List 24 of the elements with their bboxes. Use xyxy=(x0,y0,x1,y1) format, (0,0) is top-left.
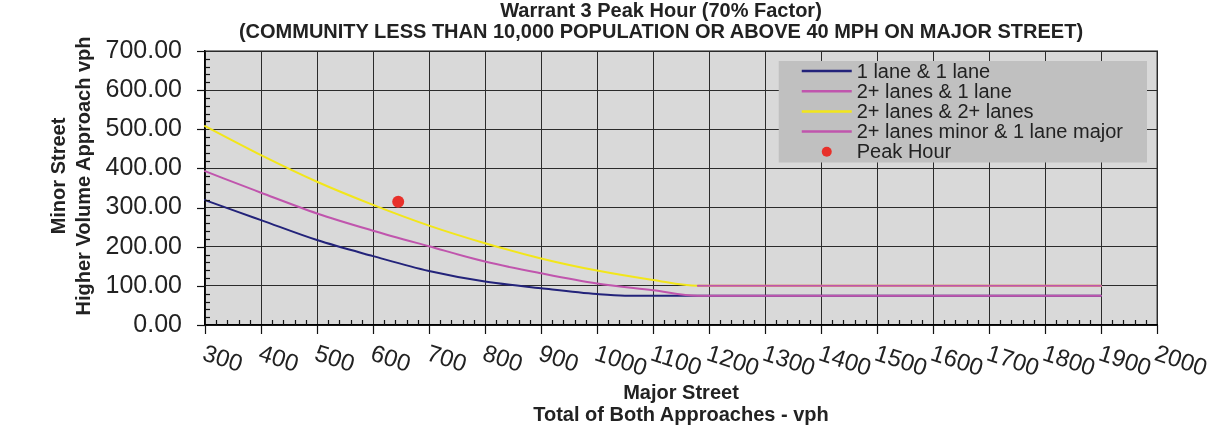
legend-label: 2+ lanes & 1 lane xyxy=(856,79,1012,102)
x-tick-label: 300 xyxy=(199,338,247,377)
legend-label: 1 lane & 1 lane xyxy=(856,59,991,82)
x-tick-label: 600 xyxy=(367,338,415,377)
chart-title: Warrant 3 Peak Hour (70% Factor) xyxy=(500,0,822,21)
y-tick-label: 0.00 xyxy=(133,308,182,337)
y-tick-label: 400.00 xyxy=(105,152,182,181)
legend-label: 2+ lanes & 2+ lanes xyxy=(856,99,1034,122)
legend-label: Peak Hour xyxy=(856,140,952,163)
y-tick-label: 500.00 xyxy=(105,113,182,142)
y-tick-label: 300.00 xyxy=(105,191,182,220)
y-axis-title: Minor Street Higher Volume Approach vph xyxy=(46,36,94,316)
x-tick-label: 400 xyxy=(255,338,303,377)
y-tick-label: 200.00 xyxy=(105,230,182,259)
x-tick-label: 700 xyxy=(423,338,471,377)
x-axis-title: Major Street Total of Both Approaches - vph xyxy=(533,380,829,425)
x-tick-label: 500 xyxy=(311,338,359,377)
x-tick-label: 800 xyxy=(479,338,527,377)
line-series xyxy=(204,170,1102,297)
y-tick-label: 100.00 xyxy=(105,269,182,298)
y-tick-label: 700.00 xyxy=(105,34,182,63)
x-tick-label: 900 xyxy=(535,338,583,377)
y-tick-label: 600.00 xyxy=(105,74,182,103)
legend-label: 2+ lanes minor & 1 lane major xyxy=(856,120,1124,143)
